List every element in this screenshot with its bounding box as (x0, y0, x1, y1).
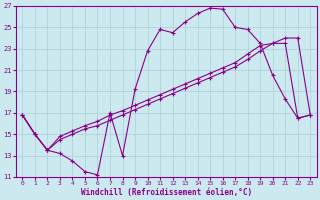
X-axis label: Windchill (Refroidissement éolien,°C): Windchill (Refroidissement éolien,°C) (81, 188, 252, 197)
